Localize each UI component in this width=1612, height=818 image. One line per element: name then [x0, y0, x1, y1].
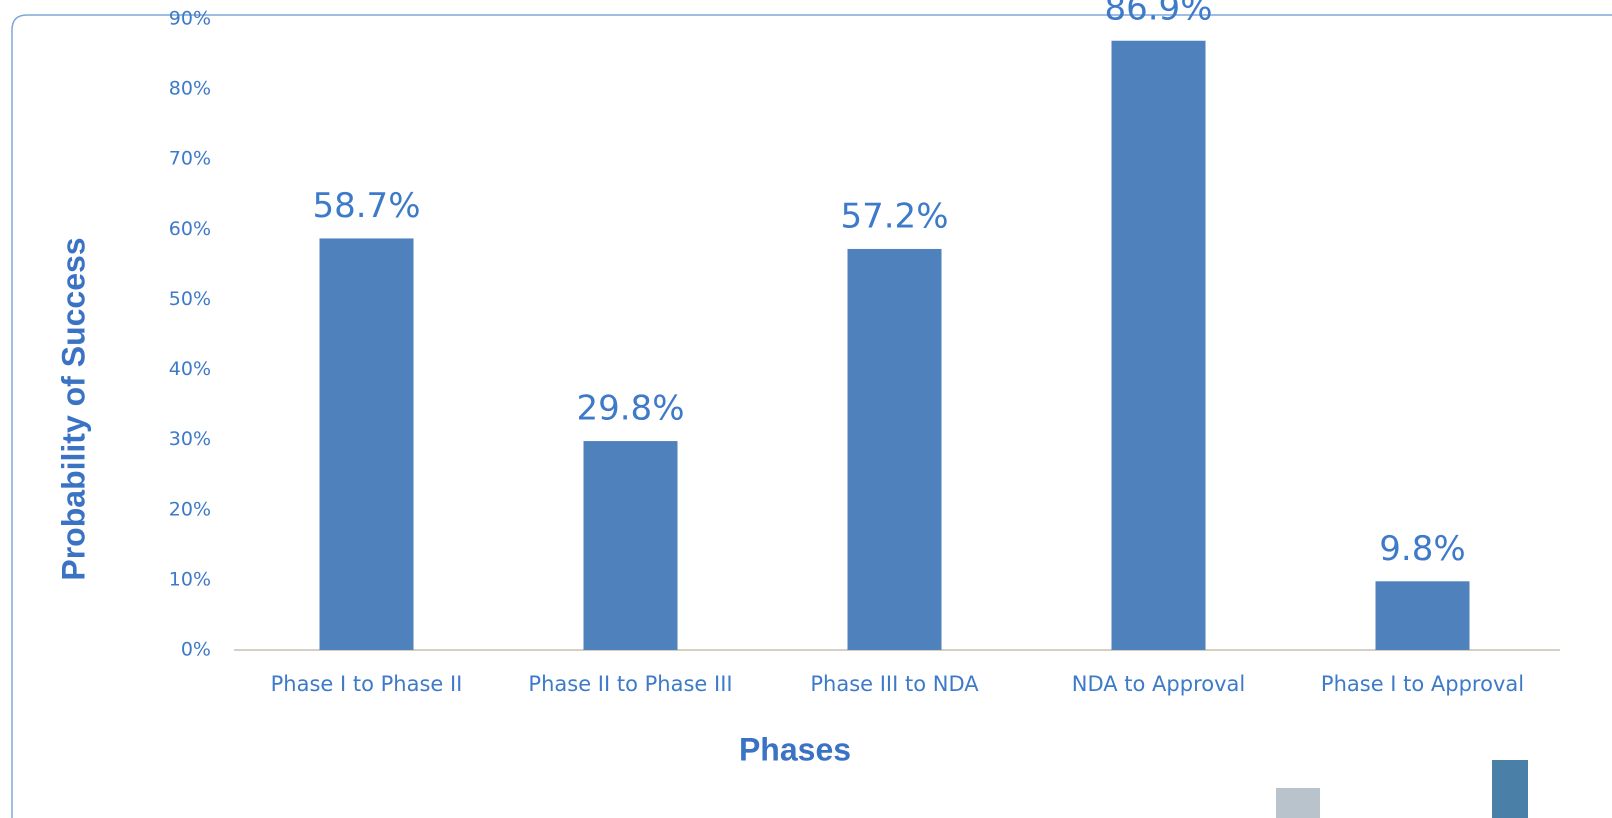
y-axis-title: Probability of Success: [55, 237, 91, 580]
y-tick-label: 20%: [169, 498, 211, 520]
bar: [319, 238, 414, 650]
value-label: 29.8%: [576, 389, 684, 429]
x-tick-label: Phase III to NDA: [810, 672, 979, 696]
x-tick-label: NDA to Approval: [1072, 672, 1246, 696]
y-tick-label: 90%: [169, 8, 211, 30]
y-tick-label: 0%: [181, 639, 211, 661]
y-tick-label: 40%: [169, 358, 211, 380]
y-tick-label: 10%: [169, 568, 211, 590]
y-tick-label: 30%: [169, 428, 211, 450]
value-label: 58.7%: [312, 186, 420, 226]
y-tick-label: 70%: [169, 148, 211, 170]
x-tick-label: Phase I to Phase II: [271, 672, 463, 696]
x-tick-label: Phase II to Phase III: [528, 672, 732, 696]
y-tick-label: 50%: [169, 288, 211, 310]
bar: [1111, 40, 1206, 651]
value-label: 9.8%: [1379, 529, 1465, 569]
value-label: 57.2%: [840, 196, 948, 236]
y-tick-label: 80%: [169, 78, 211, 100]
bar: [583, 441, 678, 650]
value-label: 86.9%: [1104, 0, 1212, 28]
bar: [847, 248, 942, 650]
bar: [1375, 581, 1470, 650]
frame: [11, 14, 1612, 818]
y-tick-label: 60%: [169, 218, 211, 240]
decor-icon: [1492, 760, 1528, 818]
decor-icon: [1276, 788, 1320, 818]
x-tick-label: Phase I to Approval: [1321, 672, 1524, 696]
x-axis-title: Phases: [739, 731, 851, 767]
